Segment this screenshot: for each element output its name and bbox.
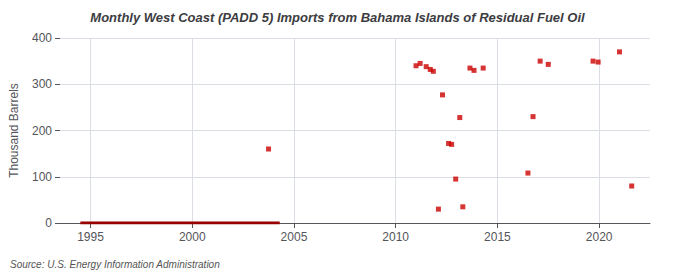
svg-text:2010: 2010 (382, 230, 409, 244)
svg-text:2020: 2020 (586, 230, 613, 244)
svg-text:0: 0 (45, 216, 52, 230)
svg-text:100: 100 (32, 170, 52, 184)
svg-text:200: 200 (32, 124, 52, 138)
svg-text:Source: U.S. Energy Informatio: Source: U.S. Energy Information Administ… (10, 259, 220, 270)
svg-text:1995: 1995 (77, 230, 104, 244)
svg-text:2015: 2015 (484, 230, 511, 244)
svg-text:Thousand Barrels: Thousand Barrels (7, 83, 21, 178)
svg-text:Monthly West Coast (PADD 5) Im: Monthly West Coast (PADD 5) Imports from… (90, 10, 585, 25)
svg-text:300: 300 (32, 77, 52, 91)
svg-text:400: 400 (32, 31, 52, 45)
svg-text:2000: 2000 (179, 230, 206, 244)
svg-text:2005: 2005 (281, 230, 308, 244)
